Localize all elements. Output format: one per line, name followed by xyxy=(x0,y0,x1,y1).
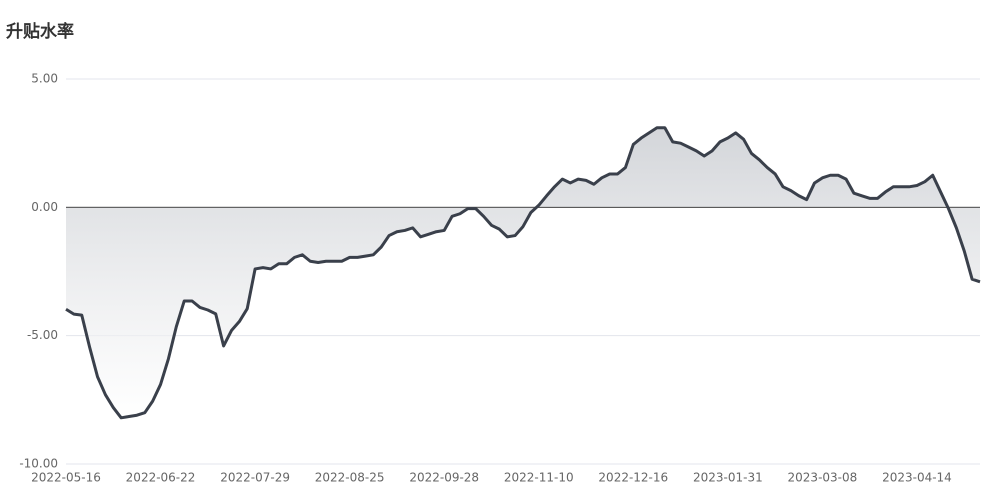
x-tick-label: 2022-11-10 xyxy=(504,471,574,485)
x-tick-label: 2022-07-29 xyxy=(220,471,290,485)
area xyxy=(66,127,980,418)
x-tick-label: 2023-04-14 xyxy=(882,471,952,485)
x-tick-label: 2022-06-22 xyxy=(126,471,196,485)
chart-title: 升贴水率 xyxy=(6,21,74,42)
x-tick-label: 2022-05-16 xyxy=(31,471,101,485)
x-tick-label: 2023-01-31 xyxy=(693,471,763,485)
x-tick-label: 2022-12-16 xyxy=(598,471,668,485)
y-tick-label: -5.00 xyxy=(27,328,58,342)
y-tick-label: 0.00 xyxy=(31,200,58,214)
x-tick-label: 2023-03-08 xyxy=(788,471,858,485)
y-tick-label: 5.00 xyxy=(31,72,58,86)
x-tick-label: 2022-08-25 xyxy=(315,471,385,485)
y-tick-label: -10.00 xyxy=(19,457,58,471)
x-tick-label: 2022-09-28 xyxy=(409,471,479,485)
line xyxy=(65,126,981,420)
